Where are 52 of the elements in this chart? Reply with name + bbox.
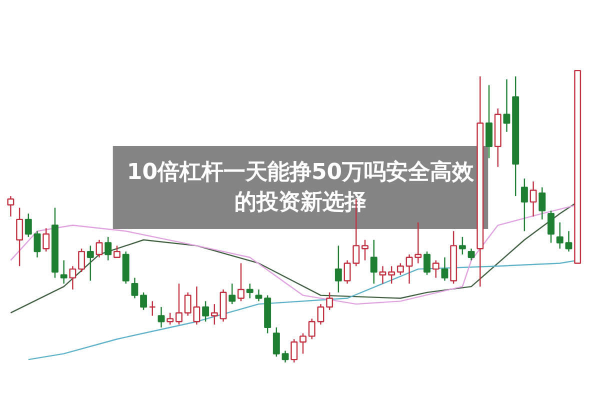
candlestick: [210, 303, 218, 326]
candlestick: [34, 230, 41, 258]
candlestick: [300, 332, 306, 354]
candlestick: [362, 239, 368, 261]
candlestick: [7, 195, 14, 218]
candlestick: [282, 350, 289, 364]
candlestick: [370, 239, 378, 284]
candlestick: [414, 222, 422, 264]
candlestick: [326, 292, 334, 311]
candlestick: [468, 248, 475, 261]
candlestick: [246, 283, 254, 299]
candlestick: [308, 318, 316, 340]
candlestick: [441, 256, 448, 282]
candlestick: [60, 260, 68, 284]
candlestick: [379, 266, 386, 284]
candlestick: [166, 312, 174, 326]
candlestick: [158, 306, 165, 328]
candlestick: [503, 78, 510, 132]
candlestick: [228, 283, 236, 305]
candlestick: [255, 288, 262, 302]
candlestick: [458, 236, 466, 256]
candlestick: [69, 266, 76, 290]
candlestick: [556, 222, 564, 250]
candlestick: [272, 326, 280, 358]
candlestick: [104, 236, 112, 261]
candlestick: [114, 245, 120, 258]
candlestick: [238, 262, 244, 302]
candlestick: [78, 248, 86, 273]
candlestick: [520, 178, 528, 232]
candlestick: [388, 266, 396, 284]
candlestick: [530, 180, 537, 218]
candlestick: [140, 292, 148, 311]
candlestick: [432, 260, 440, 278]
candlestick: [396, 262, 404, 276]
candlestick: [565, 230, 572, 252]
candlestick: [86, 245, 94, 282]
candlestick: [290, 338, 298, 364]
candlestick: [176, 283, 182, 326]
candlestick: [317, 303, 324, 326]
candlestick: [538, 186, 546, 220]
candlestick: [16, 207, 24, 267]
candlestick: [131, 277, 138, 299]
candlestick: [548, 210, 554, 244]
candlestick: [42, 228, 50, 252]
candlestick: [424, 250, 430, 276]
candlestick: [486, 84, 492, 159]
candlestick: [334, 245, 342, 294]
candlestick: [96, 239, 103, 258]
candlestick: [24, 212, 32, 238]
candlestick: [202, 300, 210, 322]
candlestick: [148, 300, 156, 316]
candlestick: [406, 254, 413, 284]
